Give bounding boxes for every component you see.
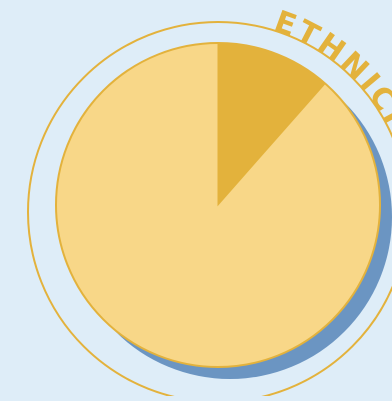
pie-slices <box>55 42 381 368</box>
pie-border <box>55 42 381 368</box>
decorative-outer-ring <box>27 21 392 401</box>
pie-slice-2 <box>55 42 381 368</box>
